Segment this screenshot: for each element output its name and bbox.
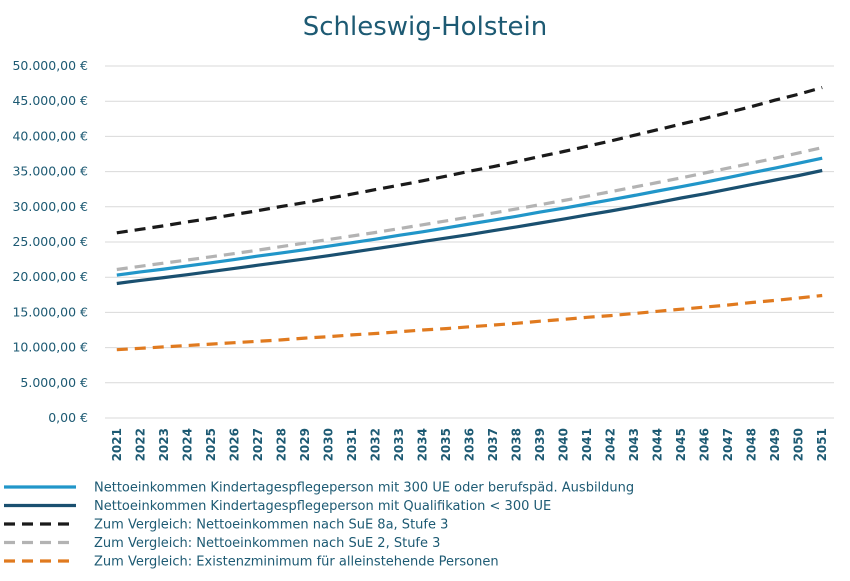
x-tick-label: 2030 [321,428,335,461]
series-line-2 [116,168,823,286]
legend-label-5: Zum Vergleich: Existenzminimum für allei… [94,555,499,570]
x-tick-label: 2039 [533,428,547,461]
x-tick-label: 2028 [274,428,288,461]
x-tick-label: 2045 [674,428,688,461]
x-tick-label: 2026 [227,428,241,461]
x-tick-label: 2034 [415,428,429,461]
x-tick-label: 2046 [698,428,712,461]
y-tick-label: 50.000,00 € [12,58,88,73]
legend-label-3: Zum Vergleich: Nettoeinkommen nach SuE 8… [94,518,448,533]
y-tick-label: 5.000,00 € [20,375,88,390]
x-tick-label: 2031 [345,428,359,461]
x-tick-label: 2043 [627,428,641,461]
x-tick-label: 2042 [604,428,618,461]
x-tick-label: 2048 [745,428,759,461]
x-tick-label: 2041 [580,428,594,461]
y-tick-label: 0,00 € [48,410,88,425]
x-tick-label: 2044 [651,428,665,461]
x-tick-label: 2051 [815,428,829,461]
x-tick-label: 2022 [133,428,147,461]
x-tick-label: 2036 [463,428,477,461]
x-tick-label: 2024 [180,428,194,461]
x-tick-label: 2025 [204,428,218,461]
legend-label-1: Nettoeinkommen Kindertagespflegeperson m… [94,481,634,496]
x-tick-label: 2040 [557,428,571,461]
y-tick-label: 45.000,00 € [12,93,88,108]
x-tick-label: 2021 [110,428,124,461]
y-tick-label: 20.000,00 € [12,269,88,284]
legend-label-4: Zum Vergleich: Nettoeinkommen nach SuE 2… [94,536,440,551]
x-tick-label: 2023 [157,428,171,461]
series-line-1 [116,156,823,277]
series-line-3 [116,85,823,235]
y-tick-label: 25.000,00 € [12,234,88,249]
x-tick-label: 2032 [368,428,382,461]
x-tick-label: 2037 [486,428,500,461]
x-tick-label: 2027 [251,428,265,461]
series-line-5 [116,293,823,352]
series-line-4 [116,146,823,272]
legend-label-2: Nettoeinkommen Kindertagespflegeperson m… [94,499,551,514]
y-tick-label: 40.000,00 € [12,128,88,143]
x-tick-label: 2029 [298,428,312,461]
y-tick-label: 15.000,00 € [12,304,88,319]
x-tick-label: 2049 [768,428,782,461]
y-tick-label: 30.000,00 € [12,199,88,214]
x-tick-label: 2050 [792,428,806,461]
x-tick-label: 2038 [510,428,524,461]
x-tick-label: 2047 [721,428,735,461]
chart-title: Schleswig-Holstein [302,12,548,42]
x-tick-label: 2035 [439,428,453,461]
y-tick-label: 10.000,00 € [12,340,88,355]
x-tick-label: 2033 [392,428,406,461]
y-tick-label: 35.000,00 € [12,164,88,179]
